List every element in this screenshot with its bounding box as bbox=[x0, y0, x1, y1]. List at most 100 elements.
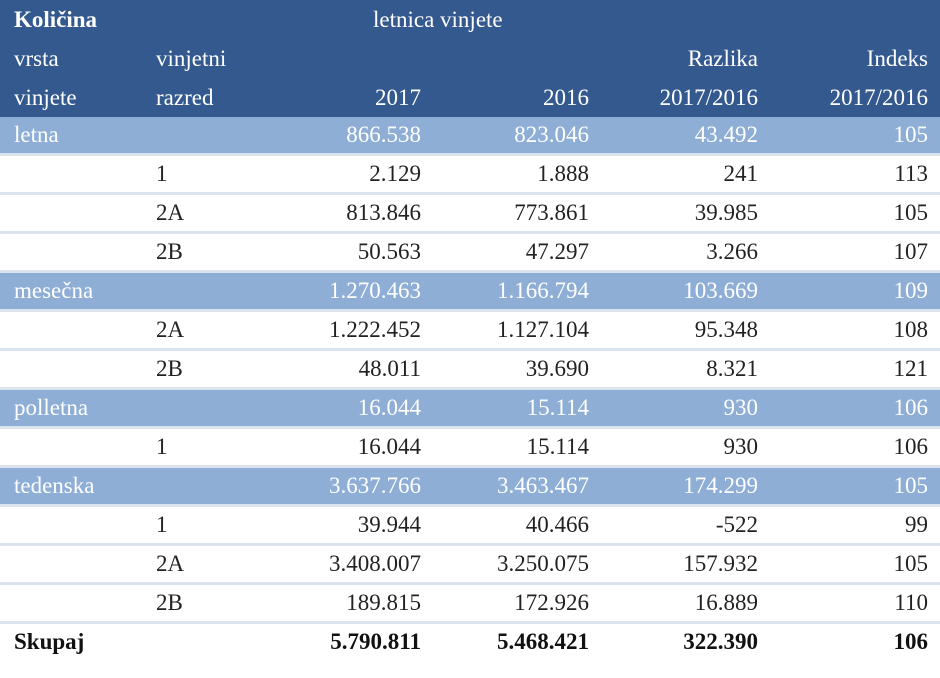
value-2017-cell: 39.944 bbox=[357, 512, 421, 537]
index-cell: 121 bbox=[893, 356, 929, 381]
value-2017-cell: 16.044 bbox=[357, 434, 421, 459]
group-row: tedenska 3.637.766 3.463.467 174.299 105 bbox=[0, 468, 940, 507]
index-cell: 99 bbox=[905, 512, 928, 537]
value-2016-cell: 40.466 bbox=[525, 512, 589, 537]
difference-cell: 39.985 bbox=[694, 200, 758, 225]
quantity-label: Količina bbox=[14, 7, 98, 32]
value-2017-cell: 16.044 bbox=[357, 395, 421, 420]
value-2016-cell: 1.888 bbox=[537, 161, 589, 186]
value-2016-cell: 1.166.794 bbox=[497, 278, 589, 303]
vignette-quantity-table: Količina letnica vinjete vrsta vinjetni … bbox=[0, 0, 940, 660]
value-2017-cell: 50.563 bbox=[357, 239, 421, 264]
table-header: Količina letnica vinjete vrsta vinjetni … bbox=[0, 0, 940, 117]
index-cell: 109 bbox=[893, 278, 929, 303]
group-row: mesečna 1.270.463 1.166.794 103.669 109 bbox=[0, 273, 940, 312]
vignette-type-cell: tedenska bbox=[14, 473, 95, 498]
index-cell: 105 bbox=[893, 200, 929, 225]
index-cell: 105 bbox=[893, 473, 929, 498]
vignette-type-cell: letna bbox=[14, 122, 59, 147]
index-cell: 108 bbox=[893, 317, 929, 342]
table-row: 1 39.944 40.466 -522 99 bbox=[0, 507, 940, 546]
vignette-class-cell: 2B bbox=[156, 356, 183, 381]
group-row: letna 866.538 823.046 43.492 105 bbox=[0, 117, 940, 156]
table-row: 1 2.129 1.888 241 113 bbox=[0, 156, 940, 195]
table-row: 2A 1.222.452 1.127.104 95.348 108 bbox=[0, 312, 940, 351]
value-2016-cell: 773.861 bbox=[514, 200, 589, 225]
value-2017-cell: 3.408.007 bbox=[329, 551, 421, 576]
vignette-class-cell: 2B bbox=[156, 239, 183, 264]
index-cell: 106 bbox=[893, 629, 929, 654]
col-2016-header: 2016 bbox=[543, 85, 589, 110]
value-2017-cell: 866.538 bbox=[346, 122, 421, 147]
index-cell: 105 bbox=[893, 122, 929, 147]
value-2017-cell: 189.815 bbox=[346, 590, 421, 615]
table-row: 1 16.044 15.114 930 106 bbox=[0, 429, 940, 468]
table-row: 2A 813.846 773.861 39.985 105 bbox=[0, 195, 940, 234]
value-2016-cell: 1.127.104 bbox=[497, 317, 589, 342]
index-cell: 105 bbox=[893, 551, 929, 576]
table-row: 2A 3.408.007 3.250.075 157.932 105 bbox=[0, 546, 940, 585]
year-group-label: letnica vinjete bbox=[373, 7, 503, 32]
value-2017-cell: 2.129 bbox=[369, 161, 421, 186]
value-2017-cell: 1.222.452 bbox=[329, 317, 421, 342]
value-2016-cell: 5.468.421 bbox=[497, 629, 589, 654]
vignette-class-cell: 1 bbox=[156, 512, 168, 537]
value-2017-cell: 5.790.811 bbox=[330, 629, 421, 654]
difference-cell: 8.321 bbox=[706, 356, 758, 381]
vignette-type-cell: mesečna bbox=[14, 278, 94, 303]
index-cell: 113 bbox=[894, 161, 928, 186]
vignette-class-cell: 1 bbox=[156, 434, 168, 459]
value-2017-cell: 1.270.463 bbox=[329, 278, 421, 303]
difference-cell: 103.669 bbox=[683, 278, 758, 303]
index-label-line2: 2017/2016 bbox=[829, 85, 928, 110]
difference-cell: 43.492 bbox=[694, 122, 758, 147]
vignette-class-cell: 2B bbox=[156, 590, 183, 615]
index-cell: 107 bbox=[893, 239, 929, 264]
difference-cell: 16.889 bbox=[694, 590, 758, 615]
diff-label-line1: Razlika bbox=[687, 46, 758, 71]
group-row: polletna 16.044 15.114 930 106 bbox=[0, 390, 940, 429]
table-body: letna 866.538 823.046 43.492 105 1 2.129 1.888 2… bbox=[0, 117, 940, 660]
table-row: 2B 48.011 39.690 8.321 121 bbox=[0, 351, 940, 390]
difference-cell: 322.390 bbox=[683, 629, 758, 654]
header-row-2: vrsta vinjetni Razlika Indeks bbox=[0, 39, 940, 78]
vignette-class-cell: 1 bbox=[156, 161, 168, 186]
table-row: 2B 50.563 47.297 3.266 107 bbox=[0, 234, 940, 273]
difference-cell: 174.299 bbox=[683, 473, 758, 498]
value-2016-cell: 3.463.467 bbox=[497, 473, 589, 498]
header-row-3: vinjete razred 2017 2016 2017/2016 2017/… bbox=[0, 78, 940, 117]
class-label-line2: razred bbox=[156, 85, 214, 110]
vignette-class-cell: 2A bbox=[156, 551, 185, 576]
difference-cell: 930 bbox=[723, 434, 759, 459]
difference-cell: 241 bbox=[723, 161, 759, 186]
difference-cell: -522 bbox=[715, 512, 758, 537]
table-row: 2B 189.815 172.926 16.889 110 bbox=[0, 585, 940, 624]
value-2017-cell: 813.846 bbox=[346, 200, 421, 225]
difference-cell: 930 bbox=[723, 395, 759, 420]
value-2016-cell: 3.250.075 bbox=[497, 551, 589, 576]
value-2016-cell: 823.046 bbox=[514, 122, 589, 147]
index-cell: 110 bbox=[894, 590, 928, 615]
diff-label-line2: 2017/2016 bbox=[659, 85, 758, 110]
type-label-line2: vinjete bbox=[14, 85, 77, 110]
value-2017-cell: 3.637.766 bbox=[329, 473, 421, 498]
vignette-type-cell: Skupaj bbox=[14, 629, 85, 654]
value-2016-cell: 172.926 bbox=[514, 590, 589, 615]
difference-cell: 157.932 bbox=[683, 551, 758, 576]
vignette-class-cell: 2A bbox=[156, 317, 185, 342]
header-row-1: Količina letnica vinjete bbox=[0, 0, 940, 39]
vignette-type-cell: polletna bbox=[14, 395, 89, 420]
value-2016-cell: 15.114 bbox=[526, 395, 589, 420]
index-cell: 106 bbox=[893, 434, 929, 459]
index-label-line1: Indeks bbox=[866, 46, 928, 71]
difference-cell: 95.348 bbox=[694, 317, 758, 342]
type-label-line1: vrsta bbox=[14, 46, 59, 71]
value-2016-cell: 39.690 bbox=[525, 356, 589, 381]
class-label-line1: vinjetni bbox=[156, 46, 227, 71]
value-2017-cell: 48.011 bbox=[358, 356, 421, 381]
col-2017-header: 2017 bbox=[375, 85, 421, 110]
index-cell: 106 bbox=[893, 395, 929, 420]
value-2016-cell: 47.297 bbox=[525, 239, 589, 264]
vignette-class-cell: 2A bbox=[156, 200, 185, 225]
total-row: Skupaj 5.790.811 5.468.421 322.390 106 bbox=[0, 624, 940, 660]
